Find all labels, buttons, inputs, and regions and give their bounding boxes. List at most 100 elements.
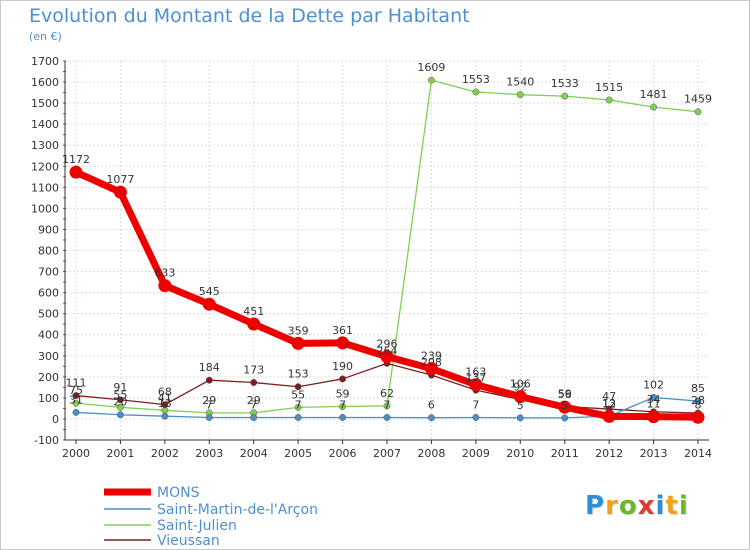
data-label: 7: [384, 398, 391, 411]
data-point: [294, 414, 302, 421]
data-point: [161, 401, 169, 409]
data-point: [339, 403, 347, 410]
data-label: 296: [377, 338, 398, 351]
data-point: [291, 336, 305, 350]
data-label: 102: [643, 378, 664, 391]
data-label: 1553: [462, 73, 490, 86]
x-tick-label: 2013: [640, 447, 668, 460]
data-label: 7: [250, 398, 257, 411]
data-label: 5: [517, 399, 524, 412]
data-label: 633: [154, 267, 175, 280]
data-label: 1609: [417, 61, 445, 74]
data-point: [158, 279, 172, 293]
data-point: [339, 375, 347, 383]
data-point: [691, 410, 705, 424]
x-tick-label: 2008: [417, 447, 445, 460]
y-tick-label: 0: [52, 413, 59, 426]
y-tick-label: 900: [38, 223, 59, 236]
x-tick-label: 2006: [329, 447, 357, 460]
data-label: 34: [647, 393, 661, 406]
y-tick-label: 700: [38, 266, 59, 279]
data-label: 359: [288, 324, 309, 337]
data-label: 28: [691, 394, 705, 407]
data-point: [650, 394, 658, 401]
data-label: 451: [243, 305, 264, 318]
logo-letter: x: [637, 491, 656, 521]
data-label: 59: [336, 388, 350, 401]
data-label: 68: [158, 386, 172, 399]
legend-label: Vieussan: [157, 533, 220, 549]
data-point: [383, 414, 391, 421]
data-label: 163: [465, 366, 486, 379]
logo-letter: i: [655, 491, 666, 521]
data-label: 7: [339, 398, 346, 411]
y-tick-label: 500: [38, 308, 59, 321]
data-label: 41: [158, 391, 172, 404]
data-point: [516, 414, 524, 422]
data-label: 92: [513, 381, 527, 394]
data-label: 85: [691, 382, 705, 395]
data-label: 184: [199, 361, 220, 374]
data-point: [205, 376, 213, 384]
data-point: [558, 400, 572, 414]
data-label: 91: [113, 381, 127, 394]
data-point: [72, 399, 80, 407]
data-label: 29: [202, 394, 216, 407]
data-point: [472, 414, 480, 421]
data-label: 111: [66, 377, 87, 390]
data-label: 173: [243, 364, 264, 377]
logo-letter: o: [618, 491, 638, 521]
data-point: [250, 379, 258, 386]
legend-label: MONS: [157, 485, 200, 501]
chart-subtitle: (en €): [29, 30, 62, 43]
logo-letter: t: [665, 491, 679, 521]
x-tick-label: 2004: [240, 447, 268, 460]
data-label: 153: [288, 368, 309, 381]
data-label: 208: [421, 356, 442, 369]
data-point: [469, 378, 483, 392]
data-point: [427, 76, 435, 84]
y-tick-label: 1000: [31, 202, 59, 215]
data-point: [72, 408, 80, 416]
data-label: 12: [602, 397, 616, 410]
x-tick-label: 2001: [106, 447, 134, 460]
x-tick-label: 2010: [506, 447, 534, 460]
data-label: 264: [377, 344, 398, 357]
data-point: [205, 414, 213, 421]
data-label: 62: [380, 387, 394, 400]
data-point: [516, 91, 524, 99]
y-tick-label: 1700: [31, 55, 59, 68]
proxiti-logo: Proxiti: [585, 491, 689, 521]
legend-label: Saint-Julien: [157, 518, 237, 534]
y-tick-label: 200: [38, 371, 59, 384]
y-tick-label: -100: [34, 434, 59, 447]
logo-letter: P: [585, 491, 606, 521]
data-label: 13: [602, 397, 616, 410]
x-tick-label: 2002: [151, 447, 179, 460]
data-label: 1459: [684, 93, 712, 106]
data-point: [113, 185, 127, 199]
data-label: 75: [69, 384, 83, 397]
data-label: 545: [199, 285, 220, 298]
chart-title: Evolution du Montant de la Dette par Hab…: [29, 5, 470, 27]
data-point: [561, 414, 569, 422]
data-point: [161, 412, 169, 420]
data-point: [650, 103, 658, 111]
data-label: 8: [695, 398, 702, 411]
data-point: [602, 409, 616, 423]
data-point: [116, 411, 124, 419]
data-label: 47: [602, 390, 616, 403]
data-label: 55: [113, 388, 127, 401]
data-label: 1172: [62, 153, 90, 166]
data-point: [294, 383, 302, 391]
data-label: 106: [510, 378, 531, 391]
data-label: 1077: [106, 173, 134, 186]
data-point: [202, 297, 216, 311]
x-tick-label: 2003: [195, 447, 223, 460]
data-point: [647, 410, 661, 424]
data-label: 1515: [595, 81, 623, 94]
data-point: [294, 403, 302, 411]
y-tick-label: 1200: [31, 160, 59, 173]
data-label: 7: [206, 398, 213, 411]
